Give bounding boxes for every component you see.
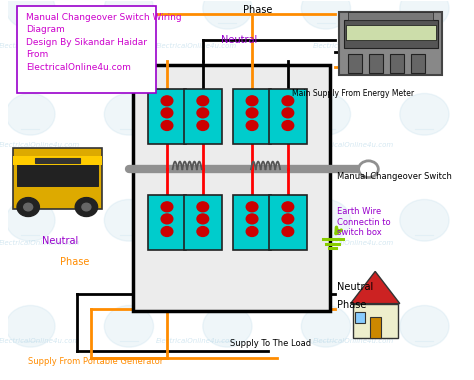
Bar	[184, 89, 222, 144]
Bar	[133, 65, 330, 311]
Circle shape	[161, 120, 173, 130]
Circle shape	[197, 96, 209, 106]
Circle shape	[282, 214, 294, 224]
Circle shape	[161, 96, 173, 106]
Text: Neutral: Neutral	[42, 236, 78, 246]
Circle shape	[203, 306, 252, 347]
Circle shape	[104, 200, 154, 241]
Polygon shape	[351, 271, 400, 304]
Text: ElectricalOnline4u.com: ElectricalOnline4u.com	[0, 43, 80, 49]
Bar	[12, 148, 102, 209]
Text: ElectricalOnline4u.com: ElectricalOnline4u.com	[312, 240, 394, 246]
Circle shape	[282, 96, 294, 106]
Circle shape	[197, 226, 209, 236]
Circle shape	[282, 120, 294, 130]
Circle shape	[246, 120, 258, 130]
Bar	[348, 54, 362, 73]
Bar	[339, 12, 442, 74]
Circle shape	[161, 108, 173, 118]
Circle shape	[282, 202, 294, 212]
Circle shape	[246, 226, 258, 236]
Circle shape	[197, 214, 209, 224]
Text: Supply From Portable Generator: Supply From Portable Generator	[28, 357, 164, 366]
Text: Phase: Phase	[60, 257, 89, 267]
Circle shape	[400, 93, 449, 135]
Circle shape	[301, 200, 351, 241]
Circle shape	[197, 108, 209, 118]
Circle shape	[6, 0, 55, 29]
Text: Manual Changeover Switch Wiring
Diagram
Design By Sikandar Haidar
From
Electrica: Manual Changeover Switch Wiring Diagram …	[26, 13, 182, 72]
Bar	[233, 89, 271, 144]
Text: Phase: Phase	[243, 5, 273, 15]
Circle shape	[75, 198, 98, 217]
Text: ElectricalOnline4u.com: ElectricalOnline4u.com	[156, 142, 237, 147]
FancyBboxPatch shape	[17, 6, 156, 93]
Circle shape	[104, 306, 154, 347]
Circle shape	[197, 120, 209, 130]
Circle shape	[104, 93, 154, 135]
Text: Manual Changeover Switch: Manual Changeover Switch	[337, 172, 452, 181]
Bar	[148, 89, 186, 144]
Text: ElectricalOnline4u.com: ElectricalOnline4u.com	[156, 339, 237, 344]
Circle shape	[301, 306, 351, 347]
Bar	[184, 195, 222, 250]
Circle shape	[17, 198, 39, 217]
Bar	[269, 89, 307, 144]
Bar	[12, 156, 102, 165]
Text: ElectricalOnline4u.com: ElectricalOnline4u.com	[0, 240, 80, 246]
Text: Main Supply From Energy Meter: Main Supply From Energy Meter	[292, 89, 414, 98]
Text: ElectricalOnline4u.com: ElectricalOnline4u.com	[312, 339, 394, 344]
Bar	[348, 12, 433, 20]
Circle shape	[301, 0, 351, 29]
Circle shape	[203, 0, 252, 29]
Text: ElectricalOnline4u.com: ElectricalOnline4u.com	[312, 142, 394, 147]
Text: ElectricalOnline4u.com: ElectricalOnline4u.com	[156, 240, 237, 246]
Text: Neutral: Neutral	[221, 35, 257, 46]
Bar	[17, 163, 98, 186]
Circle shape	[400, 200, 449, 241]
Text: Neutral: Neutral	[337, 282, 374, 291]
Circle shape	[400, 306, 449, 347]
Circle shape	[359, 161, 378, 177]
Bar	[353, 304, 398, 338]
Circle shape	[203, 93, 252, 135]
Circle shape	[197, 202, 209, 212]
Circle shape	[24, 203, 33, 211]
Circle shape	[82, 203, 91, 211]
Circle shape	[282, 226, 294, 236]
Circle shape	[104, 0, 154, 29]
Bar	[344, 20, 438, 48]
Bar	[369, 54, 383, 73]
Text: ElectricalOnline4u.com: ElectricalOnline4u.com	[0, 339, 80, 344]
Bar	[346, 25, 436, 40]
Circle shape	[282, 108, 294, 118]
Circle shape	[203, 200, 252, 241]
Text: ElectricalOnline4u.com: ElectricalOnline4u.com	[156, 43, 237, 49]
Circle shape	[246, 96, 258, 106]
Circle shape	[161, 202, 173, 212]
Circle shape	[161, 214, 173, 224]
Bar	[233, 195, 271, 250]
Bar	[269, 195, 307, 250]
Bar	[35, 158, 80, 163]
Circle shape	[400, 0, 449, 29]
Bar	[148, 195, 186, 250]
Text: Phase: Phase	[337, 301, 366, 310]
Bar	[355, 312, 365, 323]
Text: ElectricalOnline4u.com: ElectricalOnline4u.com	[0, 142, 80, 147]
Circle shape	[246, 214, 258, 224]
Circle shape	[6, 200, 55, 241]
Bar	[411, 54, 425, 73]
Circle shape	[6, 306, 55, 347]
Circle shape	[6, 93, 55, 135]
Text: Supply To The Load: Supply To The Load	[230, 339, 311, 348]
Circle shape	[246, 108, 258, 118]
Text: Earth Wire
Connectin to
switch box: Earth Wire Connectin to switch box	[337, 207, 391, 237]
Circle shape	[161, 226, 173, 236]
Bar	[391, 54, 404, 73]
Bar	[370, 317, 382, 338]
Circle shape	[246, 202, 258, 212]
Circle shape	[301, 93, 351, 135]
Text: ElectricalOnline4u.com: ElectricalOnline4u.com	[312, 43, 394, 49]
